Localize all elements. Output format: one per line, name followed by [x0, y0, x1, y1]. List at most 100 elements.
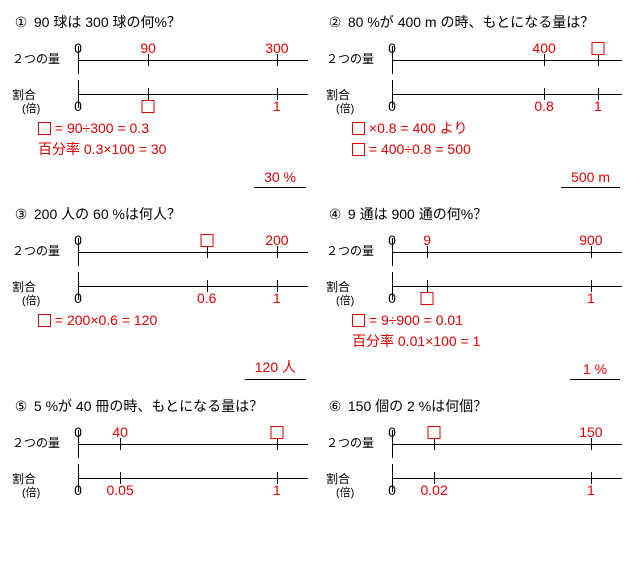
- double-number-line: ２つの量0200割合(倍)00.61: [22, 232, 314, 300]
- answer-blank: 1 %: [570, 361, 620, 380]
- tick-value: 1: [587, 290, 595, 306]
- ratio-sub: (倍): [336, 484, 354, 500]
- unknown-box-icon: [352, 314, 365, 327]
- problem: ① 90 球は 300 球の何%？２つの量090300割合(倍)01 = 90÷…: [12, 12, 314, 186]
- double-number-line: ２つの量040割合(倍)00.051: [22, 424, 314, 492]
- qty-label: ２つの量: [12, 242, 70, 259]
- unknown-box-icon: [428, 426, 441, 439]
- tick-value: 400: [532, 40, 555, 56]
- unknown-box-icon: [38, 122, 51, 135]
- worked-solution: = 90÷300 = 0.3百分率 0.3×100 = 30: [38, 118, 314, 160]
- qty-label: ２つの量: [326, 434, 384, 451]
- unknown-box-icon: [421, 292, 434, 305]
- worked-solution: = 9÷900 = 0.01百分率 0.01×100 = 1: [352, 310, 628, 352]
- worked-solution: = 200×0.6 = 120: [38, 310, 314, 331]
- work-line: = 400÷0.8 = 500: [352, 139, 628, 160]
- ratio-label: 割合: [12, 470, 70, 487]
- tick-value: [142, 98, 155, 114]
- work-line: = 200×0.6 = 120: [38, 310, 314, 331]
- problem-number: ⑥: [326, 398, 344, 415]
- problem: ④ 9 通は 900 通の何%？２つの量09900割合(倍)01 = 9÷900…: [326, 204, 628, 378]
- origin-label: 0: [388, 482, 396, 498]
- answer-blank: 500 m: [561, 169, 620, 188]
- tick-value: [270, 424, 283, 440]
- work-line: 百分率 0.3×100 = 30: [38, 139, 314, 160]
- unknown-box-icon: [352, 122, 365, 135]
- tick-value: 1: [587, 482, 595, 498]
- unknown-box-icon: [38, 314, 51, 327]
- double-number-line: ２つの量0150割合(倍)00.021: [336, 424, 628, 492]
- number-line-axis: [392, 444, 622, 445]
- number-line-axis: [78, 252, 308, 253]
- origin-label: 0: [74, 232, 82, 248]
- problem-number: ②: [326, 14, 344, 31]
- tick-value: 9: [423, 232, 431, 248]
- work-line: = 90÷300 = 0.3: [38, 118, 314, 139]
- origin-label: 0: [74, 424, 82, 440]
- qty-label: ２つの量: [326, 242, 384, 259]
- number-line-axis: [78, 286, 308, 287]
- ratio-sub: (倍): [22, 292, 40, 308]
- qty-label: ２つの量: [326, 50, 384, 67]
- qty-label: ２つの量: [12, 434, 70, 451]
- tick-value: [421, 290, 434, 306]
- ratio-label: 割合: [326, 278, 384, 295]
- problem: ⑤ 5 %が 40 冊の時、もとになる量は？２つの量040割合(倍)00.051: [12, 396, 314, 492]
- question-text: ⑥ 150 個の 2 %は何個？: [326, 396, 628, 416]
- unknown-box-icon: [591, 42, 604, 55]
- origin-label: 0: [388, 232, 396, 248]
- ratio-label: 割合: [326, 470, 384, 487]
- problem: ② 80 %が 400 m の時、もとになる量は？２つの量0400割合(倍)00…: [326, 12, 628, 186]
- tick-value: [200, 232, 213, 248]
- ratio-sub: (倍): [22, 100, 40, 116]
- origin-label: 0: [74, 290, 82, 306]
- answer-blank: 120 人: [245, 357, 306, 380]
- origin-label: 0: [388, 40, 396, 56]
- number-line-axis: [78, 60, 308, 61]
- tick-value: [591, 40, 604, 56]
- tick-value: 900: [579, 232, 602, 248]
- unknown-box-icon: [200, 234, 213, 247]
- worked-solution: ×0.8 = 400 より = 400÷0.8 = 500: [352, 118, 628, 160]
- work-line: ×0.8 = 400 より: [352, 118, 628, 139]
- problem-number: ③: [12, 206, 30, 223]
- number-line-axis: [392, 94, 622, 95]
- double-number-line: ２つの量0400割合(倍)00.81: [336, 40, 628, 108]
- unknown-box-icon: [352, 143, 365, 156]
- tick-value: 1: [273, 98, 281, 114]
- question-text: ① 90 球は 300 球の何%？: [12, 12, 314, 32]
- number-line-axis: [78, 478, 308, 479]
- ratio-label: 割合: [326, 86, 384, 103]
- answer-blank: 30 %: [254, 169, 306, 188]
- tick-value: 150: [579, 424, 602, 440]
- origin-label: 0: [388, 290, 396, 306]
- tick-value: 0.02: [420, 482, 447, 498]
- tick-value: 90: [140, 40, 156, 56]
- tick-value: 0.6: [197, 290, 216, 306]
- number-line-axis: [392, 478, 622, 479]
- number-line-axis: [78, 444, 308, 445]
- question-text: ⑤ 5 %が 40 冊の時、もとになる量は？: [12, 396, 314, 416]
- work-line: 百分率 0.01×100 = 1: [352, 331, 628, 352]
- problem-number: ①: [12, 14, 30, 31]
- problem: ⑥ 150 個の 2 %は何個？ ２つの量0150割合(倍)00.021: [326, 396, 628, 492]
- tick-value: 40: [112, 424, 128, 440]
- tick-value: 1: [273, 290, 281, 306]
- origin-label: 0: [388, 98, 396, 114]
- unknown-box-icon: [142, 100, 155, 113]
- problem-number: ④: [326, 206, 344, 223]
- double-number-line: ２つの量090300割合(倍)01: [22, 40, 314, 108]
- qty-label: ２つの量: [12, 50, 70, 67]
- origin-label: 0: [74, 40, 82, 56]
- work-line: = 9÷900 = 0.01: [352, 310, 628, 331]
- unknown-box-icon: [270, 426, 283, 439]
- ratio-label: 割合: [12, 278, 70, 295]
- tick-value: 0.8: [534, 98, 553, 114]
- question-text: ④ 9 通は 900 通の何%？: [326, 204, 628, 224]
- origin-label: 0: [74, 98, 82, 114]
- tick-value: 300: [265, 40, 288, 56]
- tick-value: 1: [273, 482, 281, 498]
- tick-value: [428, 424, 441, 440]
- ratio-sub: (倍): [336, 292, 354, 308]
- double-number-line: ２つの量09900割合(倍)01: [336, 232, 628, 300]
